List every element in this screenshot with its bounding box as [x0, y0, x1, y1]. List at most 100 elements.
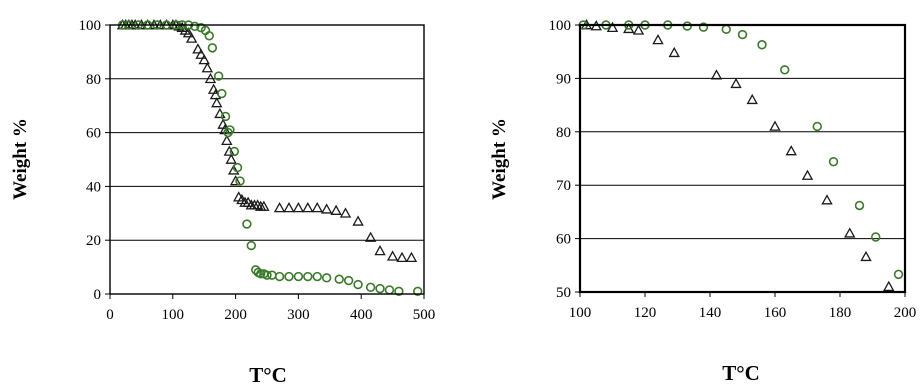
circle-data-point — [721, 24, 731, 34]
triangle-data-point — [405, 251, 418, 263]
chart-right-y-axis-label: Weight % — [489, 118, 510, 200]
chart-left-gridlines — [110, 78, 424, 241]
triangle-data-point — [652, 34, 664, 45]
triangle-data-point — [769, 120, 781, 131]
y-tick-label: 50 — [556, 285, 571, 301]
chart-right-marks — [578, 19, 904, 291]
circle-data-point — [375, 283, 385, 294]
triangle-data-point — [229, 175, 242, 186]
chart-left-marks — [116, 19, 423, 297]
triangle-data-point — [730, 77, 742, 89]
y-tick-label: 0 — [94, 287, 102, 303]
triangle-data-point — [364, 231, 377, 242]
circle-data-point — [413, 286, 423, 297]
circle-data-point — [213, 71, 224, 81]
circle-data-point — [220, 111, 231, 122]
y-tick-label: 80 — [86, 72, 101, 88]
x-tick-label: 140 — [699, 305, 722, 321]
x-tick-label: 0 — [106, 307, 114, 323]
circle-data-point — [854, 200, 865, 211]
triangle-data-point — [292, 201, 305, 213]
circle-data-point — [780, 65, 790, 75]
triangle-data-point — [844, 227, 856, 238]
x-tick-label: 120 — [634, 305, 657, 321]
triangle-data-point — [211, 97, 223, 108]
circle-data-point — [737, 29, 748, 40]
chart-left-y-axis-label: Weight % — [10, 118, 31, 200]
circle-data-point — [284, 271, 294, 282]
triangle-data-point — [746, 93, 758, 105]
triangle-data-point — [221, 134, 233, 146]
triangle-data-point — [195, 48, 207, 59]
circle-data-point — [384, 285, 395, 295]
circle-data-point — [232, 162, 243, 173]
triangle-data-point — [710, 69, 723, 80]
y-tick-label: 70 — [556, 178, 571, 194]
triangle-data-point — [632, 24, 645, 35]
x-tick-label: 200 — [894, 305, 917, 321]
triangle-data-point — [283, 201, 295, 213]
circle-data-point — [812, 121, 822, 132]
triangle-data-point — [320, 203, 333, 214]
y-tick-label: 100 — [549, 18, 572, 34]
chart-right-x-axis-label: T°C — [722, 361, 760, 385]
circle-data-point — [828, 157, 839, 167]
triangle-data-point — [668, 46, 680, 58]
y-tick-label: 80 — [556, 125, 571, 141]
triangle-data-point — [785, 145, 797, 156]
x-tick-label: 100 — [569, 305, 592, 321]
circle-data-point — [246, 240, 257, 251]
chart-right-gridlines — [580, 77, 905, 240]
chart-left: 0 20 40 60 80 100 0 100 200 300 400 500 Weight % T… — [10, 18, 435, 387]
y-tick-label: 100 — [79, 18, 102, 34]
x-tick-label: 300 — [287, 307, 310, 323]
circle-data-point — [394, 286, 404, 297]
x-tick-label: 100 — [162, 307, 185, 323]
chart-left-y-ticks: 0 20 40 60 80 100 — [79, 18, 110, 303]
circle-data-point — [293, 271, 304, 282]
triangle-data-point — [606, 21, 619, 33]
triangle-data-point — [339, 207, 352, 218]
circle-data-point — [365, 282, 376, 292]
circle-data-point — [312, 271, 322, 282]
triangle-data-point — [801, 169, 814, 180]
circle-data-point — [207, 43, 218, 53]
x-tick-label: 160 — [764, 305, 787, 321]
chart-right-plot-frame — [578, 23, 907, 294]
triangle-data-point — [302, 201, 314, 213]
triangle-data-point — [225, 153, 237, 164]
chart-left-x-axis-label: T°C — [249, 363, 287, 387]
y-tick-label: 60 — [86, 126, 101, 142]
triangle-data-point — [821, 194, 833, 205]
circle-data-point — [321, 273, 332, 283]
circle-data-point — [225, 125, 235, 135]
triangle-data-point — [330, 204, 342, 215]
triangle-data-point — [228, 164, 240, 175]
y-tick-label: 20 — [86, 233, 101, 249]
circle-data-point — [229, 146, 240, 157]
chart-right-x-ticks: 100 120 140 160 180 200 — [569, 292, 917, 321]
triangle-data-point — [185, 32, 198, 43]
circle-data-point — [698, 22, 709, 32]
triangle-data-point — [204, 72, 217, 84]
circle-data-point — [334, 274, 344, 284]
chart-right: 50 60 70 80 90 100 100 120 140 160 180 200 Weight … — [489, 18, 916, 385]
triangle-data-point — [396, 251, 408, 263]
circle-data-point — [235, 176, 245, 186]
circle-data-point — [303, 271, 313, 282]
chart-left-x-ticks: 0 100 200 300 400 500 — [106, 294, 435, 323]
circle-data-point — [871, 232, 881, 242]
triangle-data-point — [258, 200, 270, 211]
triangle-data-point — [883, 280, 895, 291]
y-tick-label: 40 — [86, 179, 101, 195]
circle-data-point — [204, 31, 214, 41]
y-tick-label: 60 — [556, 232, 571, 248]
x-tick-label: 200 — [224, 307, 247, 323]
triangle-data-point — [860, 250, 872, 262]
triangle-data-point — [374, 245, 386, 256]
chart-right-y-ticks: 50 60 70 80 90 100 — [549, 18, 580, 301]
circle-data-point — [242, 219, 252, 229]
circle-data-point — [256, 269, 266, 279]
triangle-data-point — [386, 250, 399, 261]
